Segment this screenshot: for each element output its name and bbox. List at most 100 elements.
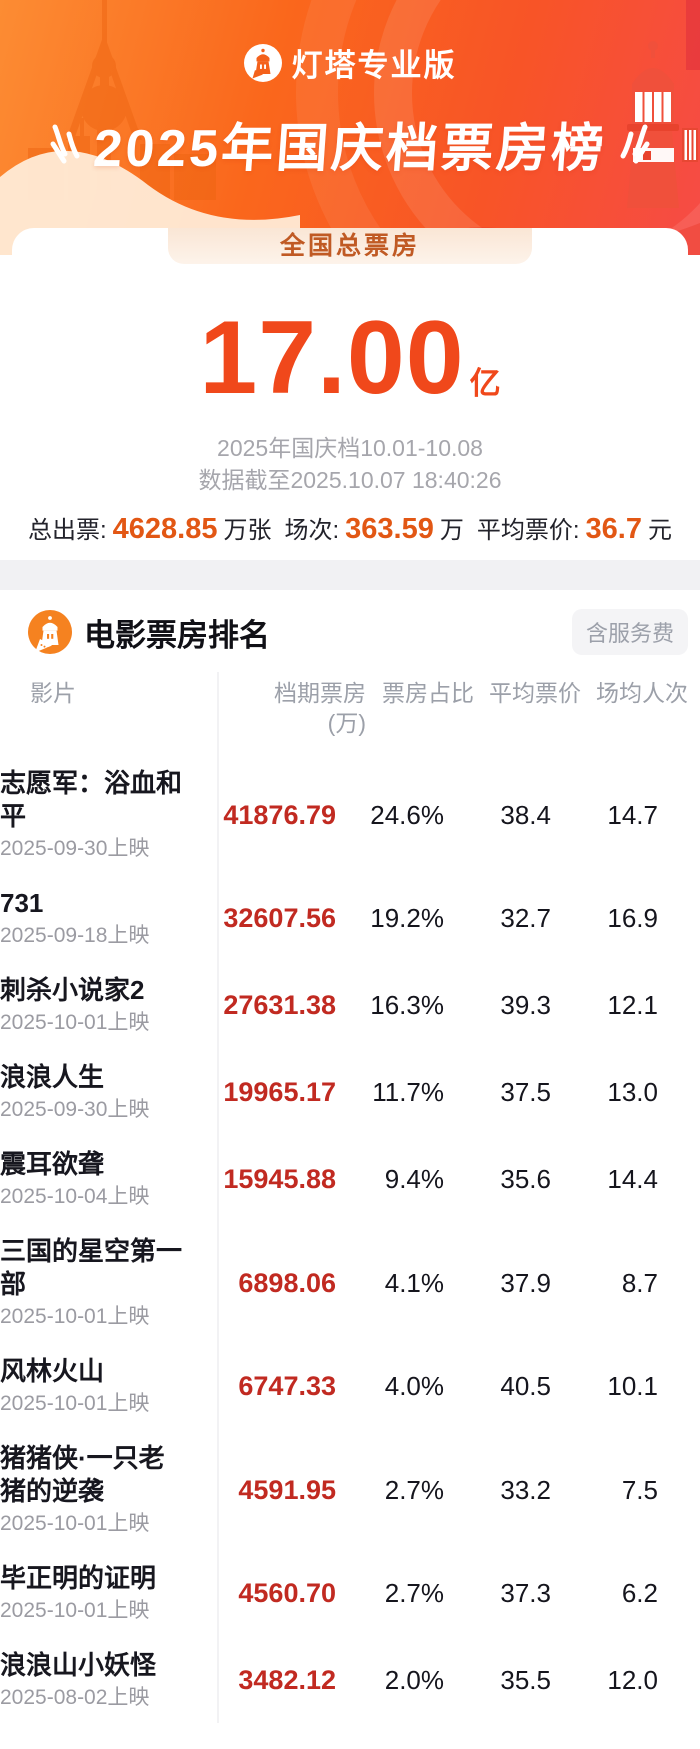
table-row[interactable]: 三国的星空第一部 2025-10-01上映 6898.06 4.1% 37.9 … xyxy=(0,1224,700,1344)
avg-price-value: 39.3 xyxy=(500,990,551,1020)
corner-ribbon xyxy=(686,0,700,70)
box-office-value: 19965.17 xyxy=(223,1077,336,1107)
avg-price-value: 32.7 xyxy=(500,903,551,933)
national-total-badge: 全国总票房 xyxy=(168,228,532,264)
table-body: 志愿军：浴血和平 2025-09-30上映 41876.79 24.6% 38.… xyxy=(0,756,700,1725)
table-row[interactable]: 风林火山 2025-10-01上映 6747.33 4.0% 40.5 10.1 xyxy=(0,1344,700,1431)
box-office-value: 4560.70 xyxy=(238,1578,336,1608)
attendance-value: 14.4 xyxy=(607,1164,658,1194)
attendance-value: 10.1 xyxy=(607,1371,658,1401)
movie-release-date: 2025-10-01上映 xyxy=(0,1512,150,1535)
movie-release-date: 2025-10-01上映 xyxy=(0,1392,150,1415)
share-value: 2.7% xyxy=(384,1474,444,1505)
stat-avg-price: 平均票价: 36.7 元 xyxy=(476,513,672,545)
attendance-value: 16.9 xyxy=(607,903,658,933)
film-cell: 毕正明的证明 2025-10-01上映 xyxy=(0,1562,187,1625)
share-value: 11.7% xyxy=(372,1077,444,1107)
box-office-value: 27631.38 xyxy=(223,990,336,1020)
table-row[interactable]: 刺杀小说家2 2025-10-01上映 27631.38 16.3% 39.3 … xyxy=(0,963,700,1050)
avg-price-value: 35.6 xyxy=(500,1164,551,1194)
period-label: 2025年国庆档10.01-10.08 xyxy=(217,435,483,461)
movie-release-date: 2025-09-18上映 xyxy=(0,924,150,947)
film-cell: 731 2025-09-18上映 xyxy=(0,887,187,950)
movie-release-date: 2025-10-04上映 xyxy=(0,1185,150,1208)
movie-title: 浪浪人生 xyxy=(0,1062,105,1092)
attendance-value: 8.7 xyxy=(621,1267,658,1298)
film-cell: 浪浪人生 2025-09-30上映 xyxy=(0,1061,187,1124)
film-cell: 三国的星空第一部 2025-10-01上映 xyxy=(0,1235,187,1331)
table-row[interactable]: 猪猪侠·一只老猪的逆袭 2025-10-01上映 4591.95 2.7% 33… xyxy=(0,1431,700,1551)
box-office-value: 15945.88 xyxy=(223,1164,336,1194)
table-row[interactable]: 志愿军：浴血和平 2025-09-30上映 41876.79 24.6% 38.… xyxy=(0,756,700,876)
avg-price-value: 37.3 xyxy=(500,1578,551,1608)
ranking-table: 影片 档期票房 (万) 票房占比 平均票价 场均人次 志愿军：浴血和平 2025… xyxy=(0,656,700,1749)
ranking-title: 电影票房排名 xyxy=(84,617,270,653)
page-title: 2025年国庆档票房榜 xyxy=(91,120,608,178)
table-row[interactable]: 浪浪人生 2025-09-30上映 19965.17 11.7% 37.5 13… xyxy=(0,1050,700,1137)
box-office-value: 6747.33 xyxy=(238,1371,336,1401)
attendance-value: 7.5 xyxy=(621,1474,658,1505)
data-cutoff-label: 数据截至2025.10.07 18:40:26 xyxy=(198,467,502,493)
box-office-value: 32607.56 xyxy=(223,903,336,933)
film-cell: 震耳欲聋 2025-10-04上映 xyxy=(0,1148,187,1211)
table-row[interactable]: 毕正明的证明 2025-10-01上映 4560.70 2.7% 37.3 6.… xyxy=(0,1551,700,1638)
avg-price-value: 37.9 xyxy=(500,1267,551,1298)
ranking-header: 电影票房排名 含服务费 xyxy=(0,590,700,656)
col-header-film: 影片 xyxy=(30,680,76,706)
movie-release-date: 2025-08-02上映 xyxy=(0,1686,150,1709)
attendance-value: 6.2 xyxy=(621,1578,658,1608)
total-box-office-unit: 亿 xyxy=(469,366,501,401)
avg-price-value: 35.5 xyxy=(500,1665,551,1695)
film-cell: 刺杀小说家2 2025-10-01上映 xyxy=(0,974,187,1037)
movie-title: 浪浪山小妖怪 xyxy=(0,1650,157,1680)
attendance-value: 12.1 xyxy=(607,990,658,1020)
movie-release-date: 2025-09-30上映 xyxy=(0,837,150,860)
share-value: 2.7% xyxy=(384,1578,444,1608)
avg-price-value: 38.4 xyxy=(500,799,551,830)
box-office-value: 3482.12 xyxy=(238,1665,336,1695)
table-row[interactable]: 浪浪山小妖怪 2025-08-02上映 3482.12 2.0% 35.5 12… xyxy=(0,1638,700,1725)
table-row[interactable]: 震耳欲聋 2025-10-04上映 15945.88 9.4% 35.6 14.… xyxy=(0,1137,700,1224)
service-fee-badge: 含服务费 xyxy=(571,609,688,655)
movie-title: 震耳欲聋 xyxy=(0,1149,105,1179)
film-cell: 猪猪侠·一只老猪的逆袭 2025-10-01上映 xyxy=(0,1442,187,1538)
box-office-value: 41876.79 xyxy=(223,799,336,830)
share-value: 4.1% xyxy=(384,1267,444,1298)
movie-title: 志愿军：浴血和平 xyxy=(0,768,183,831)
movie-title: 刺杀小说家2 xyxy=(0,975,145,1005)
share-value: 2.0% xyxy=(384,1665,444,1695)
col-header-avg-price: 平均票价 xyxy=(489,680,581,706)
stat-screenings: 场次: 363.59 万 xyxy=(284,513,464,545)
attendance-value: 13.0 xyxy=(607,1077,658,1107)
table-header-row: 影片 档期票房 (万) 票房占比 平均票价 场均人次 xyxy=(0,656,700,756)
avg-price-value: 33.2 xyxy=(500,1474,551,1505)
stat-tickets: 总出票: 4628.85 万张 xyxy=(28,513,272,545)
total-box-office-value: 17.00 xyxy=(199,300,465,416)
brand-name: 灯塔专业版 xyxy=(291,48,457,83)
beacon-logo-icon xyxy=(28,610,72,654)
box-office-value: 6898.06 xyxy=(238,1267,336,1298)
film-cell: 志愿军：浴血和平 2025-09-30上映 xyxy=(0,767,187,863)
avg-price-value: 40.5 xyxy=(500,1371,551,1401)
title-row: 2025年国庆档票房榜 xyxy=(0,106,700,181)
attendance-value: 12.0 xyxy=(607,1665,658,1695)
avg-price-value: 37.5 xyxy=(500,1077,551,1107)
ranking-section: 电影票房排名 含服务费 影片 档期票房 (万) 票房占比 平均票价 场均人次 志… xyxy=(0,590,700,1749)
col-header-box-office: 档期票房 (万) xyxy=(217,678,366,738)
beacon-logo-icon xyxy=(243,43,282,82)
movie-release-date: 2025-10-01上映 xyxy=(0,1011,150,1034)
total-value-row: 17.00 亿 xyxy=(12,306,688,410)
column-divider-line xyxy=(217,672,219,1723)
movie-title: 风林火山 xyxy=(0,1356,105,1386)
attendance-value: 14.7 xyxy=(607,799,658,830)
share-value: 16.3% xyxy=(370,990,444,1020)
table-row[interactable]: 731 2025-09-18上映 32607.56 19.2% 32.7 16.… xyxy=(0,876,700,963)
section-divider xyxy=(0,560,700,590)
col-header-attendance: 场均人次 xyxy=(596,680,688,706)
movie-title: 三国的星空第一部 xyxy=(0,1236,183,1299)
share-value: 24.6% xyxy=(370,799,444,830)
movie-release-date: 2025-10-01上映 xyxy=(0,1599,150,1622)
movie-release-date: 2025-09-30上映 xyxy=(0,1098,150,1121)
film-cell: 浪浪山小妖怪 2025-08-02上映 xyxy=(0,1649,187,1712)
movie-title: 731 xyxy=(0,888,44,918)
